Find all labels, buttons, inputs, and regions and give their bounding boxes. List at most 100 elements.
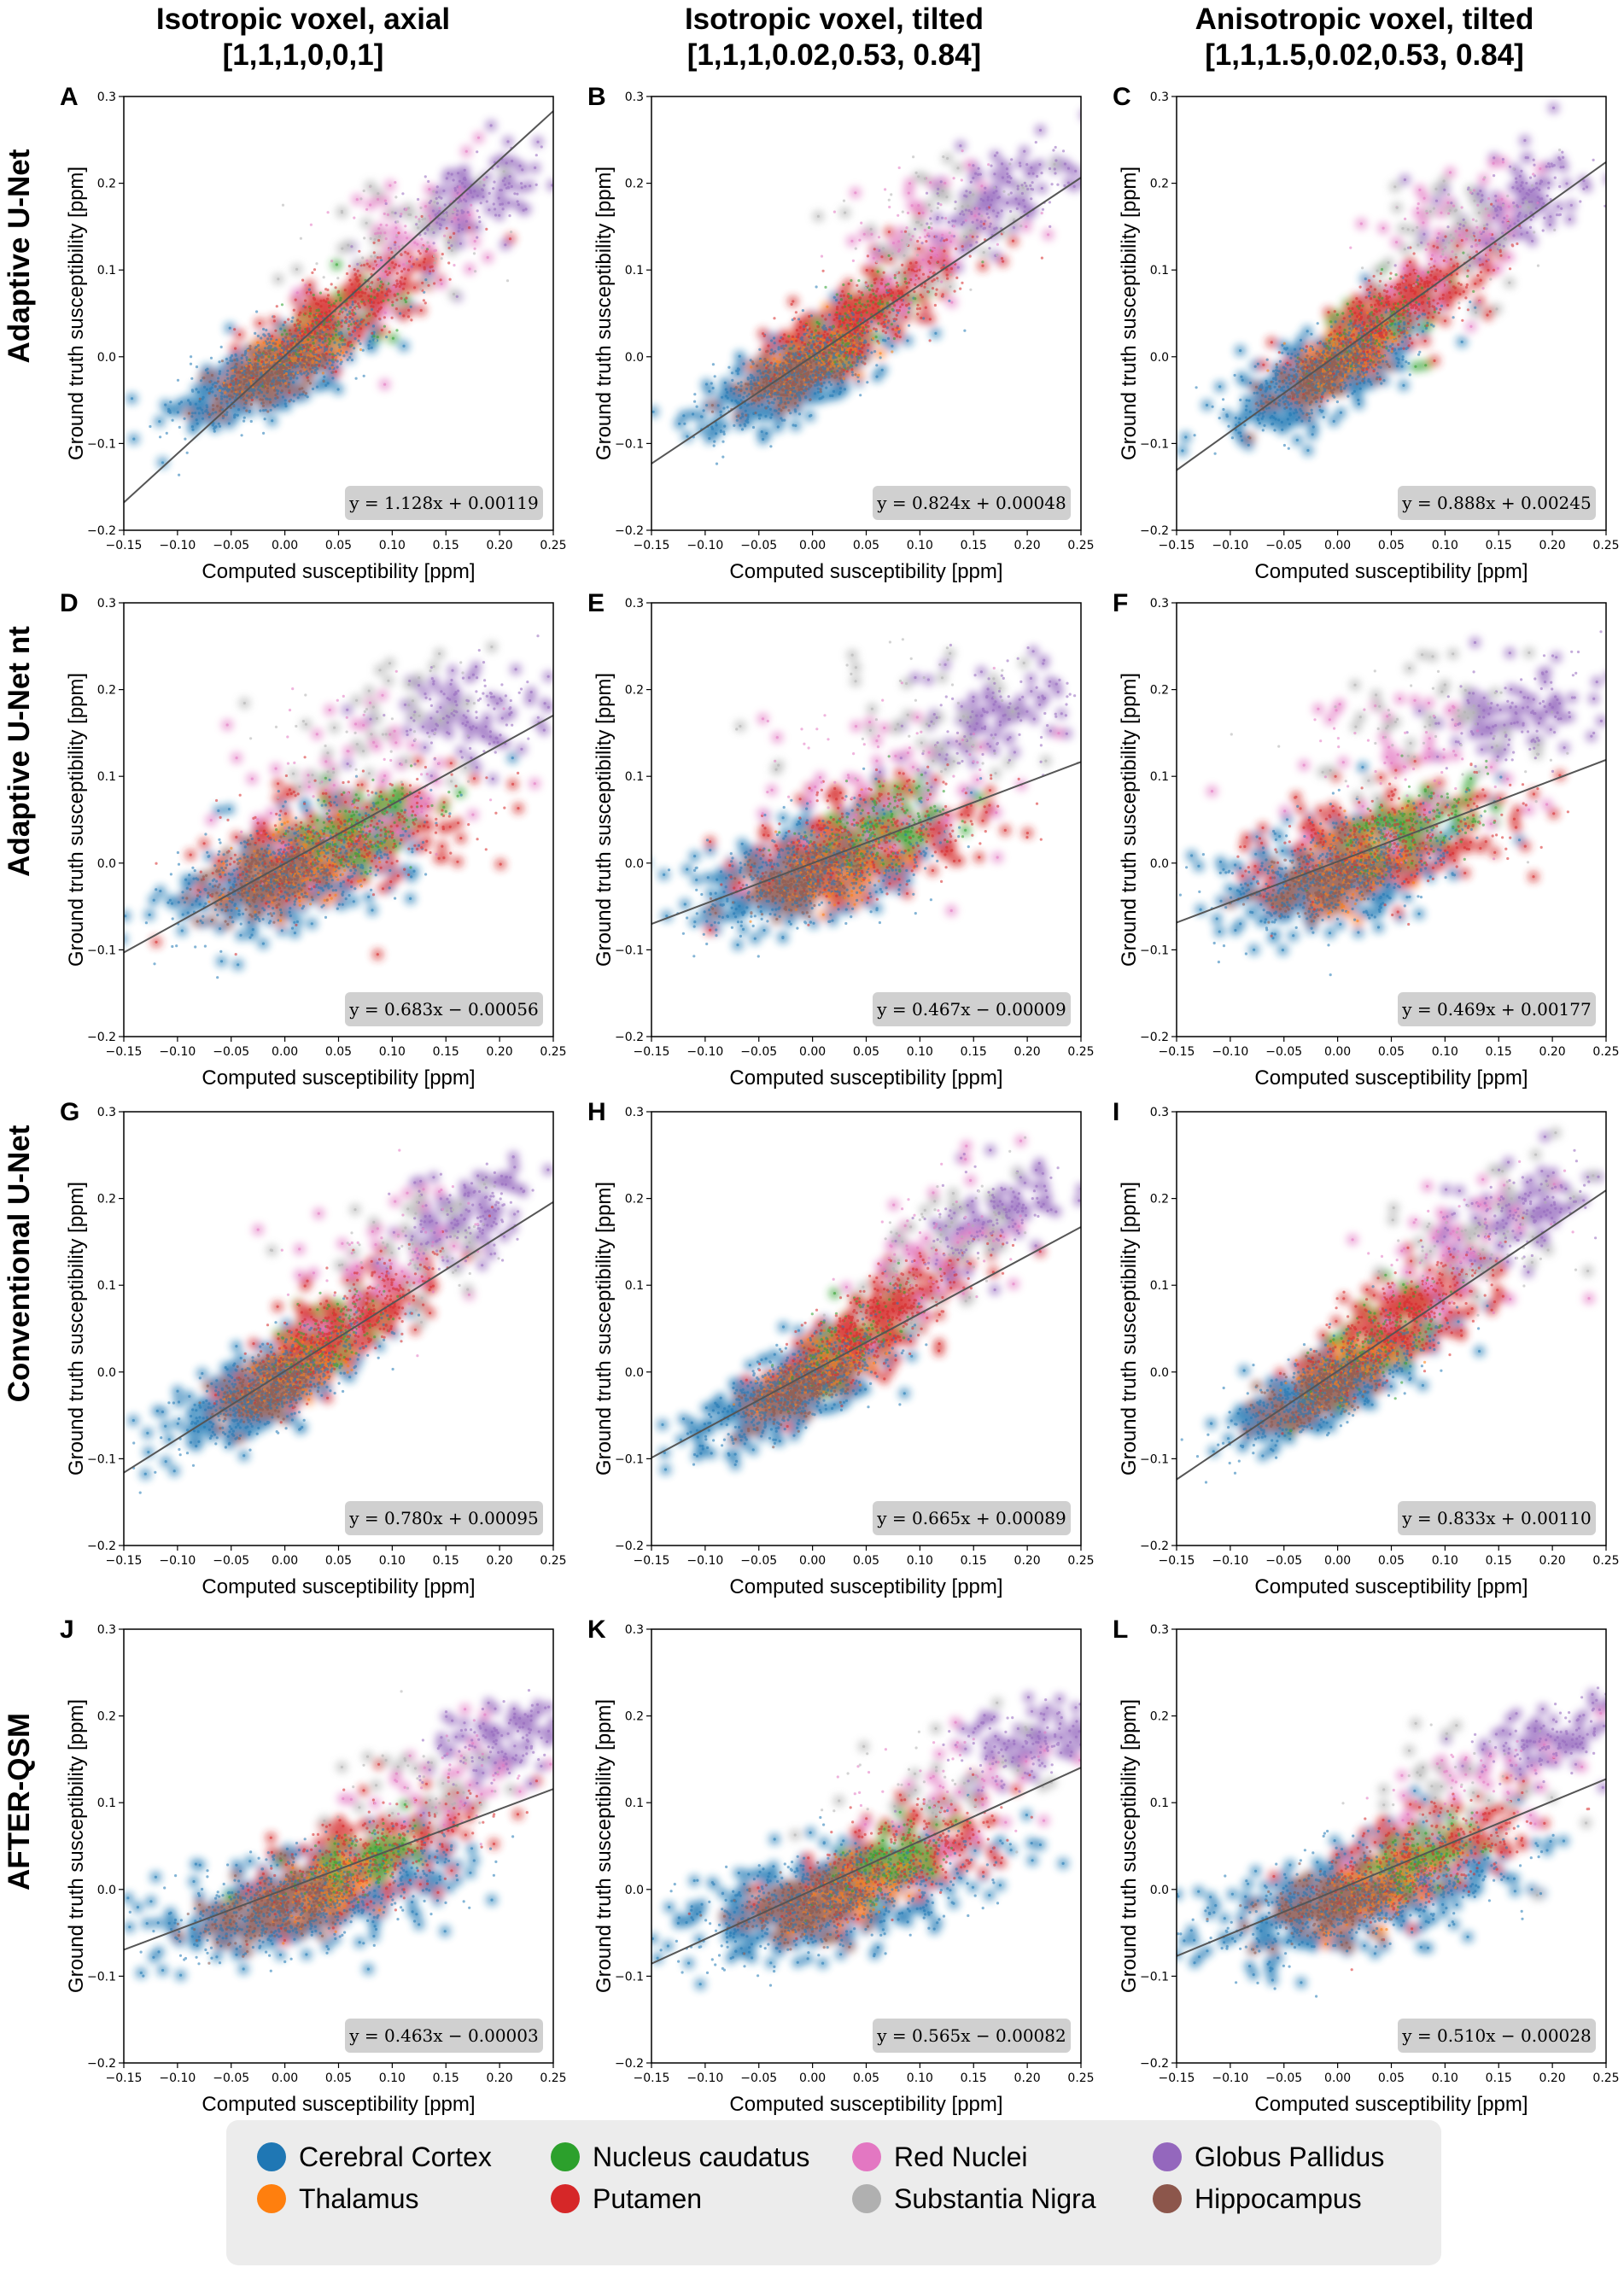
x-tick-label: 0.15 bbox=[1486, 539, 1512, 552]
legend-marker bbox=[852, 2142, 881, 2171]
y-tick-label: 0.0 bbox=[97, 1884, 116, 1897]
x-tick-label: −0.15 bbox=[634, 1045, 670, 1059]
y-tick-label: 0.0 bbox=[97, 857, 116, 871]
x-axis-label: Computed susceptibility [ppm] bbox=[1254, 1575, 1528, 1598]
y-tick-label: −0.2 bbox=[87, 2057, 116, 2071]
y-tick-label: −0.1 bbox=[1140, 944, 1169, 957]
x-axis-label: Computed susceptibility [ppm] bbox=[1254, 2093, 1528, 2116]
y-tick-label: −0.2 bbox=[1140, 524, 1169, 538]
x-tick-label: −0.05 bbox=[213, 1554, 249, 1568]
y-axis-label: Ground truth susceptibility [ppm] bbox=[593, 1699, 616, 1993]
x-tick-label: 0.15 bbox=[961, 2071, 987, 2085]
fit-equation-box-H bbox=[873, 1501, 1071, 1535]
column-title-3-line-1: Anisotropic voxel, tilted bbox=[1195, 3, 1534, 36]
y-tick-label: 0.2 bbox=[625, 1710, 644, 1724]
y-tick-label: −0.2 bbox=[1140, 2057, 1169, 2071]
y-tick-label: 0.3 bbox=[1150, 1623, 1169, 1637]
legend-marker bbox=[257, 2142, 286, 2171]
panels: A −0.15 −0.10 −0.05 0.00 0.05 0.10 0.15 0.20 0.25… bbox=[60, 83, 1620, 2116]
y-tick-label: 0.0 bbox=[1150, 1884, 1169, 1897]
fit-line-E bbox=[651, 761, 1081, 925]
y-axis-label: Ground truth susceptibility [ppm] bbox=[1118, 1182, 1141, 1475]
y-tick-label: 0.1 bbox=[97, 1279, 116, 1293]
panel-E: E −0.15 −0.10 −0.05 0.00 0.05 0.10 0.15 0.20 0.25… bbox=[587, 589, 1095, 1090]
scatter-points-H bbox=[657, 1136, 1081, 1475]
panel-B: B −0.15 −0.10 −0.05 0.00 0.05 0.10 0.15 0.20 0.25… bbox=[587, 83, 1095, 583]
x-tick-label: 0.20 bbox=[1014, 1045, 1041, 1059]
y-tick-label: −0.1 bbox=[87, 944, 116, 957]
x-tick-label: 0.05 bbox=[325, 2071, 352, 2085]
x-tick-label: −0.10 bbox=[159, 539, 196, 552]
y-tick-label: −0.1 bbox=[1140, 1452, 1169, 1466]
fit-line-G bbox=[124, 1201, 553, 1474]
panel-letter-D: D bbox=[60, 589, 79, 617]
y-tick-label: −0.2 bbox=[615, 1031, 644, 1044]
row-title-2: Adaptive U-Net nt bbox=[3, 626, 36, 877]
y-tick-label: 0.3 bbox=[625, 597, 644, 611]
y-tick-label: 0.1 bbox=[625, 1797, 644, 1810]
x-axis-label: Computed susceptibility [ppm] bbox=[729, 1066, 1002, 1090]
y-tick-label: 0.3 bbox=[625, 1106, 644, 1119]
scatter-points-K bbox=[651, 1692, 1081, 1990]
x-tick-label: 0.25 bbox=[1592, 539, 1619, 552]
x-tick-label: −0.15 bbox=[106, 1045, 143, 1059]
x-tick-label: −0.15 bbox=[1159, 539, 1195, 552]
y-tick-label: 0.2 bbox=[1150, 1193, 1169, 1207]
legend-label: Globus Pallidus bbox=[1195, 2142, 1384, 2172]
x-tick-label: −0.15 bbox=[1159, 1045, 1195, 1059]
y-axis-label: Ground truth susceptibility [ppm] bbox=[593, 167, 616, 460]
fit-equation-C: y = 0.888x + 0.00245 bbox=[1401, 493, 1591, 513]
fit-equation-box-F bbox=[1398, 992, 1596, 1026]
y-tick-label: 0.1 bbox=[625, 264, 644, 278]
y-tick-label: −0.2 bbox=[615, 1540, 644, 1553]
fit-equation-H: y = 0.665x + 0.00089 bbox=[876, 1508, 1066, 1528]
x-tick-label: 0.10 bbox=[907, 2071, 933, 2085]
y-tick-label: 0.0 bbox=[625, 351, 644, 365]
legend-marker bbox=[551, 2184, 580, 2213]
y-tick-label: −0.1 bbox=[87, 437, 116, 451]
fit-equation-box-I bbox=[1398, 1501, 1596, 1535]
scatter-points-B bbox=[651, 112, 1081, 465]
x-tick-label: −0.05 bbox=[740, 2071, 777, 2085]
x-tick-label: 0.20 bbox=[487, 2071, 513, 2085]
x-tick-label: 0.20 bbox=[1014, 539, 1041, 552]
fit-equation-box-G bbox=[345, 1501, 543, 1535]
y-tick-label: −0.1 bbox=[615, 1970, 644, 1984]
y-tick-label: 0.1 bbox=[97, 770, 116, 784]
legend-item-nucleus-caudatus: Nucleus caudatus bbox=[551, 2142, 809, 2172]
x-tick-label: −0.15 bbox=[106, 1554, 143, 1568]
y-axis-label: Ground truth susceptibility [ppm] bbox=[65, 1699, 88, 1993]
y-axis-label: Ground truth susceptibility [ppm] bbox=[1118, 1699, 1141, 1993]
legend-item-globus-pallidus: Globus Pallidus bbox=[1153, 2142, 1384, 2172]
y-tick-label: 0.2 bbox=[97, 1193, 116, 1207]
x-tick-label: 0.25 bbox=[1592, 1554, 1619, 1568]
y-tick-label: 0.0 bbox=[97, 351, 116, 365]
y-tick-label: 0.1 bbox=[97, 1797, 116, 1810]
fit-equation-B: y = 0.824x + 0.00048 bbox=[876, 493, 1066, 513]
x-tick-label: 0.25 bbox=[1067, 1045, 1094, 1059]
x-tick-label: 0.15 bbox=[433, 539, 459, 552]
y-tick-label: −0.2 bbox=[87, 1540, 116, 1553]
x-tick-label: 0.05 bbox=[853, 1554, 879, 1568]
fit-equation-G: y = 0.780x + 0.00095 bbox=[348, 1508, 538, 1528]
y-tick-label: 0.1 bbox=[625, 770, 644, 784]
row-title-3: Conventional U-Net bbox=[3, 1125, 36, 1402]
y-tick-label: −0.2 bbox=[87, 1031, 116, 1044]
x-tick-label: 0.20 bbox=[1539, 539, 1566, 552]
x-tick-label: 0.10 bbox=[1432, 1045, 1458, 1059]
x-tick-label: −0.15 bbox=[1159, 1554, 1195, 1568]
x-tick-label: −0.05 bbox=[213, 539, 249, 552]
y-tick-label: −0.2 bbox=[87, 524, 116, 538]
x-tick-label: −0.10 bbox=[686, 2071, 723, 2085]
y-tick-label: −0.2 bbox=[1140, 1031, 1169, 1044]
x-tick-label: 0.00 bbox=[799, 539, 826, 552]
fit-equation-box-L bbox=[1398, 2019, 1596, 2053]
scatter-points-D bbox=[124, 634, 553, 979]
fit-line-K bbox=[651, 1767, 1081, 1965]
legend-item-red-nuclei: Red Nuclei bbox=[852, 2142, 1028, 2172]
x-tick-label: 0.20 bbox=[1014, 2071, 1041, 2085]
y-tick-label: −0.1 bbox=[1140, 1970, 1169, 1984]
y-tick-label: 0.1 bbox=[1150, 264, 1169, 278]
fit-equation-L: y = 0.510x − 0.00028 bbox=[1401, 2025, 1591, 2046]
legend: Cerebral Cortex Thalamus Nucleus caudatus P… bbox=[226, 2120, 1441, 2265]
